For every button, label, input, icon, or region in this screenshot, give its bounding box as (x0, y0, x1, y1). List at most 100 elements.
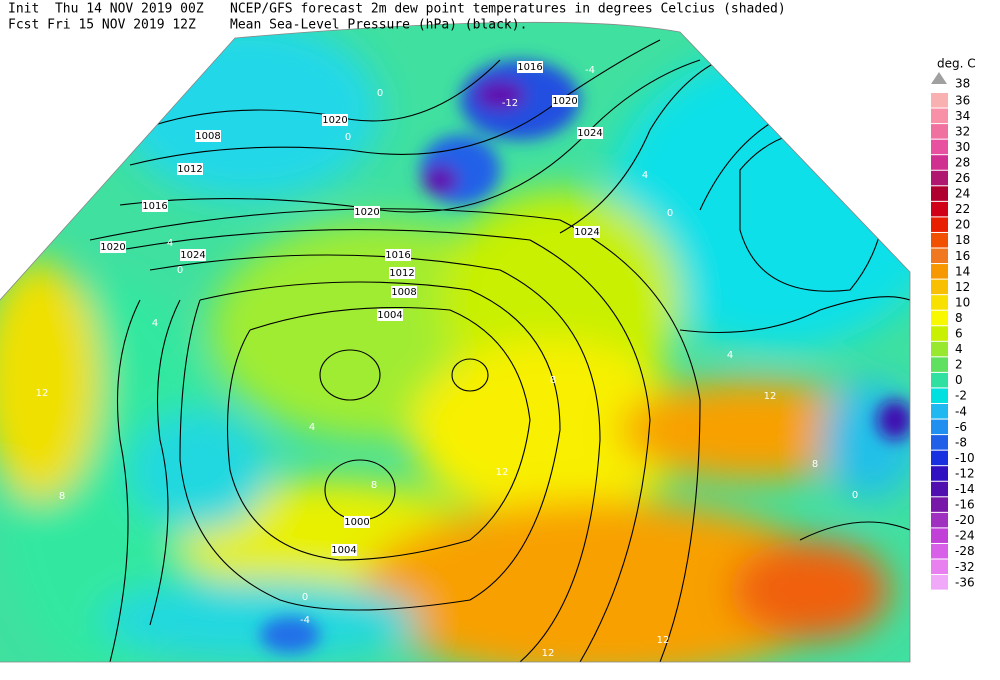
isobar-label-box (391, 286, 417, 298)
legend-swatch (931, 419, 948, 435)
map-area (0, 22, 910, 662)
header-pressure: Mean Sea-Level Pressure (hPa) (black). (230, 18, 527, 33)
legend-label: 22 (955, 202, 970, 216)
dewpoint-label: 12 (496, 467, 509, 478)
legend-label: 30 (955, 140, 970, 154)
legend-swatch (931, 528, 948, 543)
isobars (89, 39, 910, 662)
dewpoint-label: 0 (302, 592, 308, 603)
isobar-label-box (180, 249, 206, 261)
scandinavia-cold (260, 60, 910, 653)
legend-swatch (931, 232, 948, 248)
legend-swatch (931, 108, 948, 124)
isobar-label-box (354, 206, 380, 218)
isobar-label-box (577, 127, 603, 139)
legend-swatch (931, 512, 948, 528)
legend-swatch (931, 170, 948, 186)
dewpoint-label: 4 (167, 238, 173, 249)
legend-swatch (931, 497, 948, 512)
isobar-label-box (100, 241, 126, 253)
legend-label: -36 (955, 575, 975, 589)
legend-label: -12 (955, 466, 975, 480)
legend-swatch (931, 450, 948, 466)
dewpoint-label: 0 (852, 490, 858, 501)
isobar-label-box (142, 200, 168, 212)
legend-label: -6 (955, 420, 967, 434)
legend-swatch (931, 93, 948, 108)
header-forecast: Fcst Fri 15 NOV 2019 12Z (8, 18, 196, 33)
isobar-label: 1020 (552, 96, 577, 107)
legend-label: 34 (955, 109, 970, 123)
isobar-label: 1020 (322, 115, 347, 126)
isobar-label: 1008 (391, 287, 416, 298)
legend-swatch (931, 201, 948, 217)
legend-swatch (931, 388, 948, 403)
legend-label: 14 (955, 264, 970, 278)
legend-swatch (931, 372, 948, 388)
legend-label: -14 (955, 482, 975, 496)
dewpoint-label: 8 (812, 459, 818, 470)
isobar-label: 1024 (574, 227, 599, 238)
isobar-label-box (517, 61, 543, 73)
isobar-label-box (322, 114, 348, 126)
isobar-label: 1024 (577, 128, 602, 139)
legend-swatch (931, 279, 948, 295)
legend-title: deg. C (937, 57, 976, 71)
isobar-label: 1008 (195, 131, 220, 142)
isobar-label: 1020 (100, 242, 125, 253)
dewpoint-label: 12 (542, 648, 555, 659)
legend-label: 32 (955, 124, 970, 138)
dewpoint-label: 4 (727, 350, 733, 361)
dewpoint-label: 4 (309, 422, 315, 433)
legend-swatch (931, 466, 948, 481)
legend-label: -4 (955, 404, 967, 418)
legend-label: 12 (955, 280, 970, 294)
isobar-label: 1012 (177, 164, 202, 175)
legend-swatch (931, 217, 948, 232)
legend-label: 20 (955, 218, 970, 232)
legend-label: 36 (955, 93, 970, 107)
dewpoint-label: 12 (36, 388, 49, 399)
isobar-label: 1016 (142, 201, 167, 212)
legend-top-triangle (931, 72, 947, 84)
isobar-label-box (331, 544, 357, 556)
legend-swatch (931, 543, 948, 559)
dewpoint-label: -4 (300, 615, 310, 626)
legend-swatch (931, 186, 948, 201)
isobar-label-box (385, 249, 411, 261)
isobar-label-box (177, 163, 203, 175)
isobar-label: 1024 (180, 250, 205, 261)
dewpoint-label: 0 (177, 265, 183, 276)
legend-label: 26 (955, 171, 970, 185)
legend-swatch (931, 310, 948, 326)
isobar-label: 1016 (517, 62, 542, 73)
dewpoint-label: 12 (764, 391, 777, 402)
legend: deg. C 383634323028262422201816141210864… (931, 57, 976, 590)
legend-label: -2 (955, 389, 967, 403)
legend-label: -28 (955, 544, 975, 558)
legend-swatch (931, 326, 948, 341)
isobar-label: 1016 (385, 250, 410, 261)
dewpoint-label: 8 (59, 491, 65, 502)
dewpoint-label: -4 (585, 65, 595, 76)
legend-label: 28 (955, 155, 970, 169)
isobar-label-box (377, 309, 403, 321)
dewpoint-label: 0 (345, 132, 351, 143)
legend-swatch (931, 124, 948, 139)
dewpoint-label: -12 (502, 98, 518, 109)
legend-swatch (931, 264, 948, 279)
legend-swatch (931, 481, 948, 497)
legend-swatch (931, 559, 948, 575)
legend-label: -20 (955, 513, 975, 527)
legend-label: -8 (955, 435, 967, 449)
isobar-label: 1012 (389, 268, 414, 279)
contour-labels: 1016 1020 1024 1020 1008 1012 1016 1020 1024 1020… (36, 61, 858, 659)
legend-label: -16 (955, 498, 975, 512)
isobar-label: 1020 (354, 207, 379, 218)
isobar-label: 1000 (344, 517, 369, 528)
dewpoint-label: 4 (152, 318, 158, 329)
isobar-label-box (574, 226, 600, 238)
dewpoint-label: 8 (371, 480, 377, 491)
isobar-label-box (389, 267, 415, 279)
